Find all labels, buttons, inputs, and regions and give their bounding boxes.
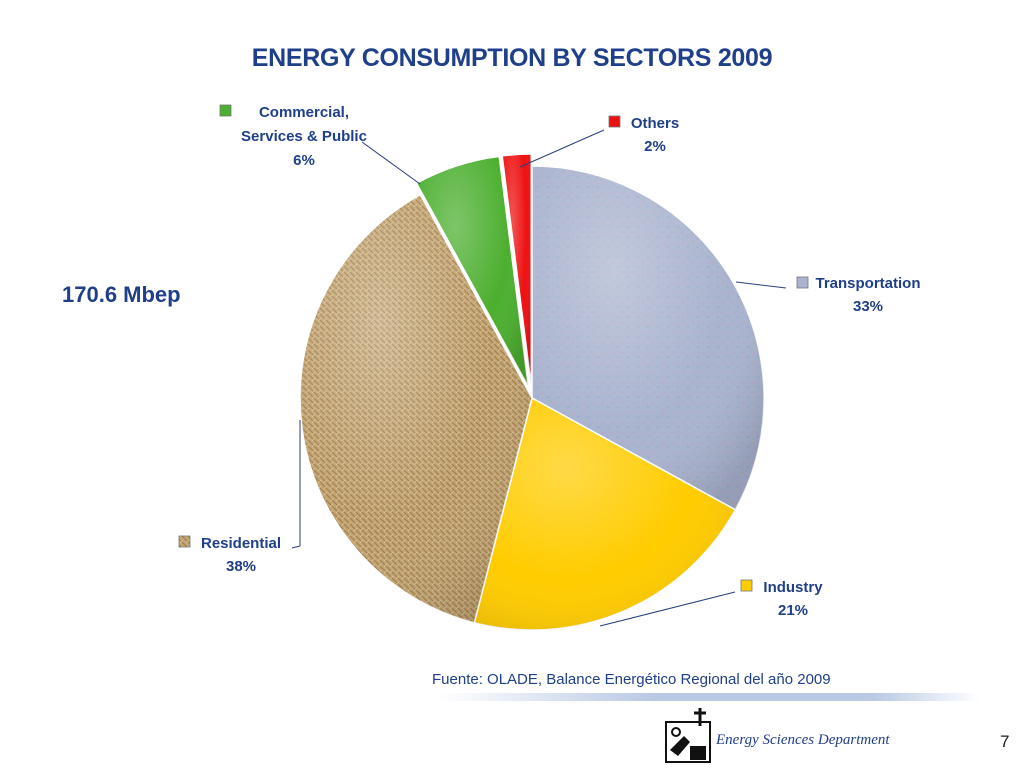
leader-line-commercial bbox=[361, 141, 421, 185]
slice-label-commercial: Commercial, bbox=[259, 104, 349, 121]
pie-slice-shine-industry bbox=[474, 398, 736, 630]
pie-slice-shine-commercial bbox=[416, 156, 529, 387]
leader-line-transportation bbox=[735, 281, 787, 289]
department-logo bbox=[665, 708, 711, 763]
data-label-commercial: 6% bbox=[293, 152, 315, 169]
data-label-residential: 38% bbox=[226, 558, 256, 575]
pie-slice-shine-residential bbox=[300, 194, 532, 623]
leader-line-others bbox=[519, 129, 605, 168]
total-consumption: 170.6 Mbep bbox=[62, 282, 181, 307]
page-number: 7 bbox=[1000, 732, 1010, 751]
legend-marker-industry bbox=[740, 579, 753, 592]
data-label-others: 2% bbox=[644, 138, 666, 155]
slice-label-others: Others bbox=[631, 115, 679, 132]
legend-marker-commercial bbox=[219, 104, 232, 117]
legend-marker-others bbox=[608, 115, 621, 128]
footer-rule bbox=[440, 693, 980, 701]
data-label-transportation: 33% bbox=[853, 298, 883, 315]
slice-label-transportation: Transportation bbox=[815, 275, 920, 292]
source-note: Fuente: OLADE, Balance Energético Region… bbox=[432, 671, 831, 688]
leader-line-industry bbox=[599, 591, 736, 627]
leader-line-residential bbox=[291, 420, 301, 549]
data-label-industry: 21% bbox=[778, 602, 808, 619]
slice-label-industry: Industry bbox=[763, 579, 823, 596]
legend-marker-residential bbox=[178, 535, 191, 548]
slide-title: ENERGY CONSUMPTION BY SECTORS 2009 bbox=[251, 44, 773, 72]
slice-label-residential: Residential bbox=[201, 535, 281, 552]
pie-slice-shine-transportation bbox=[532, 166, 765, 510]
legend-marker-transportation bbox=[796, 276, 809, 289]
slice-label-commercial: Services & Public bbox=[241, 128, 367, 145]
pie-slice-shine-others bbox=[502, 154, 532, 387]
department-name: Energy Sciences Department bbox=[716, 732, 890, 748]
